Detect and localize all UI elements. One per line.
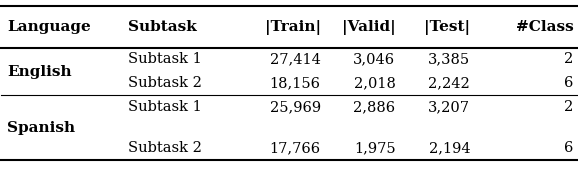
Text: 3,046: 3,046 xyxy=(353,53,395,66)
Text: 2,886: 2,886 xyxy=(353,100,395,114)
Text: 2: 2 xyxy=(565,100,574,114)
Text: 17,766: 17,766 xyxy=(269,141,321,155)
Text: 3,207: 3,207 xyxy=(428,100,470,114)
Text: 6: 6 xyxy=(564,76,574,90)
Text: Subtask 1: Subtask 1 xyxy=(128,53,202,66)
Text: #Class: #Class xyxy=(516,20,574,34)
Text: 2,018: 2,018 xyxy=(354,76,395,90)
Text: |Train|: |Train| xyxy=(265,20,321,35)
Text: 2,194: 2,194 xyxy=(428,141,470,155)
Text: 25,969: 25,969 xyxy=(269,100,321,114)
Text: 2: 2 xyxy=(565,53,574,66)
Text: Subtask 2: Subtask 2 xyxy=(128,76,202,90)
Text: |Valid|: |Valid| xyxy=(342,20,395,35)
Text: Spanish: Spanish xyxy=(7,121,75,135)
Text: Subtask 1: Subtask 1 xyxy=(128,100,202,114)
Text: 18,156: 18,156 xyxy=(270,76,321,90)
Text: 27,414: 27,414 xyxy=(270,53,321,66)
Text: 1,975: 1,975 xyxy=(354,141,395,155)
Text: Subtask: Subtask xyxy=(128,20,197,34)
Text: 3,385: 3,385 xyxy=(428,53,470,66)
Text: 2,242: 2,242 xyxy=(428,76,470,90)
Text: Subtask 2: Subtask 2 xyxy=(128,141,202,155)
Text: Language: Language xyxy=(7,20,91,34)
Text: 6: 6 xyxy=(564,141,574,155)
Text: English: English xyxy=(7,65,72,79)
Text: |Test|: |Test| xyxy=(424,20,470,35)
